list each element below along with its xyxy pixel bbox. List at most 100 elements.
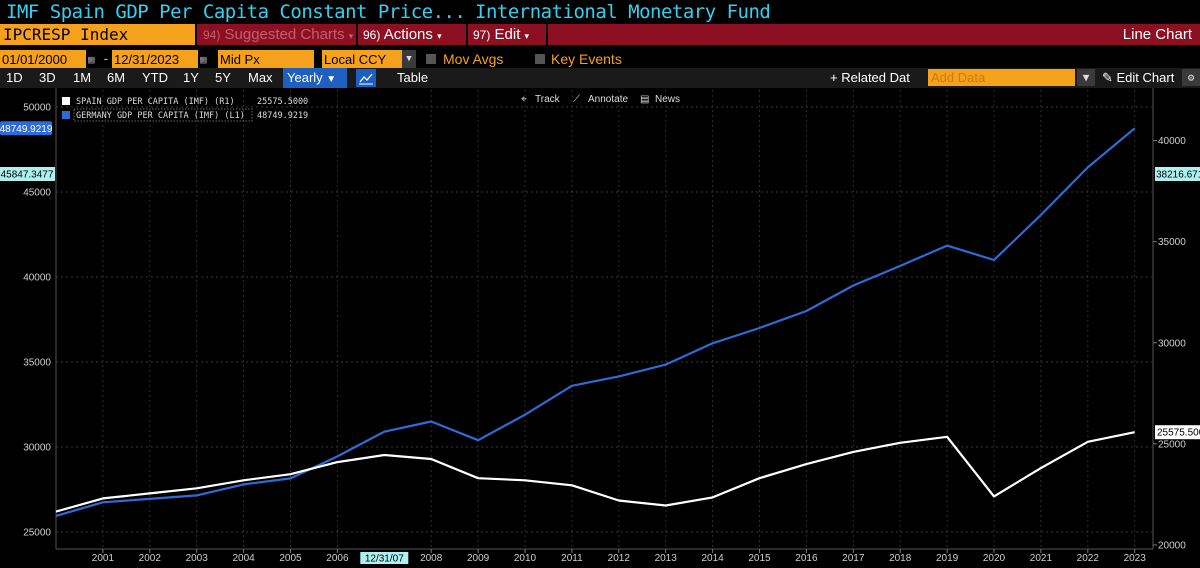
x-tick-label: 2022 [1077,553,1100,564]
gear-icon[interactable]: ⚙ [1182,69,1200,86]
left-last-value-label: 48749.9219 [0,124,53,135]
calendar-icon[interactable]: ▦ [200,53,207,66]
annotate-button: Annotate [588,94,628,105]
x-tick-label: 2023 [1124,553,1147,564]
table-button[interactable]: Table [397,70,429,85]
command-toolbar: IPCRESP Index 94) Suggested Charts ▾ 96)… [0,24,1200,45]
legend-spain: SPAIN GDP PER CAPITA (IMF) (R1) [76,97,235,107]
left-last-value-badge [0,121,52,136]
x-tick-label: 2001 [92,553,115,564]
chevron-down-icon[interactable]: ▼ [402,50,416,69]
right-tick-label: 35000 [1158,237,1186,248]
legend-germany: GERMANY GDP PER CAPITA (IMF) (L1) [76,111,245,121]
line-chart-icon[interactable] [356,69,376,87]
line-chart[interactable]: 25000 30000 35000 40000 45000 50000 48749.9219… [0,88,1200,568]
legend-germany-value: 48749.9219 [257,111,308,121]
ticker-field[interactable]: IPCRESP Index [0,24,195,45]
x-tick-label: 2015 [748,553,771,564]
series-lines [55,127,1136,517]
x-tick-label: 2019 [936,553,959,564]
right-crosshair-label: 38216.6719 [1156,170,1200,181]
right-tick-label: 20000 [1158,540,1186,551]
germany-series-line [55,127,1136,517]
left-crosshair-label: 45847.3477 [1,170,54,181]
left-tick-label: 30000 [23,443,51,454]
legend: SPAIN GDP PER CAPITA (IMF) (R1) 25575.50… [62,97,308,122]
x-tick-label: 2003 [186,553,209,564]
right-last-value-badge [1155,425,1200,440]
actions-menu[interactable]: 96) Actions ▾ [363,26,442,43]
x-tick-label: 2011 [561,553,583,564]
chart-title: IMF Spain GDP Per Capita Constant Price.… [6,1,466,23]
news-button: News [655,94,680,105]
chart-type-label: Line Chart [1122,26,1192,43]
range-3d[interactable]: 3D [39,70,56,85]
range-5y[interactable]: 5Y [215,70,231,85]
crosshair-date-label: 12/31/07 [365,554,404,565]
spain-series-line [55,431,1135,513]
range-1d[interactable]: 1D [6,70,23,85]
track-icon: ⌖ [521,94,527,105]
x-tick-label: 2021 [1030,553,1053,564]
range-ytd[interactable]: YTD [142,70,168,85]
range-6m[interactable]: 6M [107,70,126,85]
right-tick-label: 40000 [1158,136,1186,147]
left-crosshair-badge [0,167,55,181]
x-tick-label: 2005 [279,553,302,564]
news-icon: ▤ [640,94,649,105]
left-tick-label: 25000 [23,528,51,539]
title-bar: IMF Spain GDP Per Capita Constant Price.… [0,0,1200,24]
x-tick-label: 2010 [514,553,537,564]
start-date-input[interactable]: 01/01/2000 [0,50,86,69]
related-data-button[interactable]: + Related Dat [830,70,910,85]
x-tick-label: 2013 [655,553,678,564]
edit-chart-button[interactable]: ✎ Edit Chart [1102,70,1175,85]
currency-select[interactable]: Local CCY [322,50,402,69]
edit-menu[interactable]: 97) Edit ▾ [473,26,530,43]
x-tick-label: 2004 [232,553,255,564]
x-axis: 2001 2002 2003 2004 2005 2006 2008 2009 2010 2011… [92,549,1146,565]
mov-avgs-checkbox[interactable] [426,54,436,64]
left-tick-label: 40000 [23,273,51,284]
left-axis: 25000 30000 35000 40000 45000 50000 48749.9219… [0,103,55,539]
x-tick-label: 2014 [701,553,724,564]
annotate-icon: ⟋ [573,94,580,105]
key-events-label[interactable]: Key Events [551,51,622,67]
add-data-input[interactable]: Add Data [928,69,1075,86]
x-tick-label: 2002 [139,553,162,564]
x-tick-label: 2006 [326,553,349,564]
left-tick-label: 35000 [23,358,51,369]
range-max[interactable]: Max [248,70,273,85]
chart-tools[interactable]: ⌖ Track ⟋ Annotate ▤ News [521,94,680,105]
x-tick-label: 2018 [889,553,912,564]
end-date-input[interactable]: 12/31/2023 [112,50,198,69]
calendar-icon[interactable]: ▦ [88,53,95,66]
legend-spain-value: 25575.5000 [257,97,308,107]
right-axis: 20000 25000 30000 35000 40000 38216.6719 25575… [1153,136,1200,551]
x-tick-label: 2016 [795,553,818,564]
x-tick-label: 2008 [420,553,443,564]
date-range-row: 01/01/2000 ▦ - 12/31/2023 ▦ Mid Px Local… [0,50,622,69]
range-1y[interactable]: 1Y [183,70,199,85]
right-last-value-label: 25575.500 [1157,428,1200,439]
data-source: International Monetary Fund [475,1,771,23]
right-tick-label: 25000 [1158,439,1186,450]
right-crosshair-badge [1155,167,1200,181]
range-row: 1D 3D 1M 6M YTD 1Y 5Y Max Yearly ▼ Table… [0,68,1200,88]
x-tick-label: 2020 [983,553,1006,564]
x-tick-label: 2017 [842,553,865,564]
left-tick-label: 50000 [23,103,51,114]
right-tick-label: 30000 [1158,338,1186,349]
range-1m[interactable]: 1M [73,70,92,85]
key-events-checkbox[interactable] [535,54,545,64]
left-tick-label: 45000 [23,188,51,199]
x-tick-label: 2012 [608,553,631,564]
suggested-charts-button[interactable]: 94) Suggested Charts ▾ [203,26,354,43]
price-field-select[interactable]: Mid Px [218,50,314,69]
crosshair-date-box [360,552,409,564]
chevron-down-icon[interactable]: ▼ [1077,69,1095,86]
mov-avgs-label[interactable]: Mov Avgs [443,51,504,67]
track-button: Track [535,94,561,105]
periodicity-select[interactable]: Yearly ▼ [283,68,347,88]
x-tick-label: 2009 [467,553,490,564]
